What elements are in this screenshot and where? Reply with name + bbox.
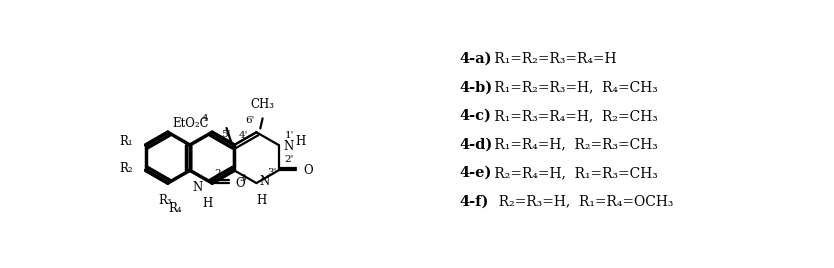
Text: 3: 3 [239,174,245,183]
Text: R₂=R₄=H,  R₁=R₃=CH₃: R₂=R₄=H, R₁=R₃=CH₃ [490,166,658,180]
Text: 3': 3' [267,168,277,177]
Text: 1': 1' [284,131,294,140]
Text: CH₃: CH₃ [250,98,274,111]
Text: R₂: R₂ [119,162,133,175]
Text: N: N [259,175,269,188]
Text: R₄: R₄ [168,202,183,215]
Text: R₁: R₁ [119,135,133,148]
Text: 6': 6' [245,116,255,125]
Text: N: N [193,181,203,194]
Text: 4-a): 4-a) [460,52,492,66]
Text: 2': 2' [284,155,294,164]
Text: H: H [295,135,306,148]
Text: 4-e): 4-e) [460,166,491,180]
Text: 5': 5' [221,130,230,139]
Text: N: N [284,140,294,153]
Text: 4-d): 4-d) [460,137,492,152]
Text: 4': 4' [239,131,249,140]
Text: 4-c): 4-c) [460,109,491,123]
Text: 4: 4 [202,114,208,123]
Text: R₁=R₂=R₃=H,  R₄=CH₃: R₁=R₂=R₃=H, R₄=CH₃ [490,81,658,95]
Text: 4-b): 4-b) [460,81,492,95]
Text: R₁=R₄=H,  R₂=R₃=CH₃: R₁=R₄=H, R₂=R₃=CH₃ [490,137,658,152]
Text: R₁=R₃=R₄=H,  R₂=CH₃: R₁=R₃=R₄=H, R₂=CH₃ [490,109,658,123]
Text: 4-f): 4-f) [460,195,489,209]
Text: H: H [256,194,266,207]
Text: R₃: R₃ [158,194,172,207]
Text: H: H [203,197,213,210]
Text: EtO₂C: EtO₂C [173,117,209,130]
Text: 2: 2 [214,169,221,178]
Text: O: O [304,164,313,177]
Text: R₂=R₃=H,  R₁=R₄=OCH₃: R₂=R₃=H, R₁=R₄=OCH₃ [490,195,674,209]
Text: O: O [235,177,245,189]
Text: R₁=R₂=R₃=R₄=H: R₁=R₂=R₃=R₄=H [490,52,616,66]
